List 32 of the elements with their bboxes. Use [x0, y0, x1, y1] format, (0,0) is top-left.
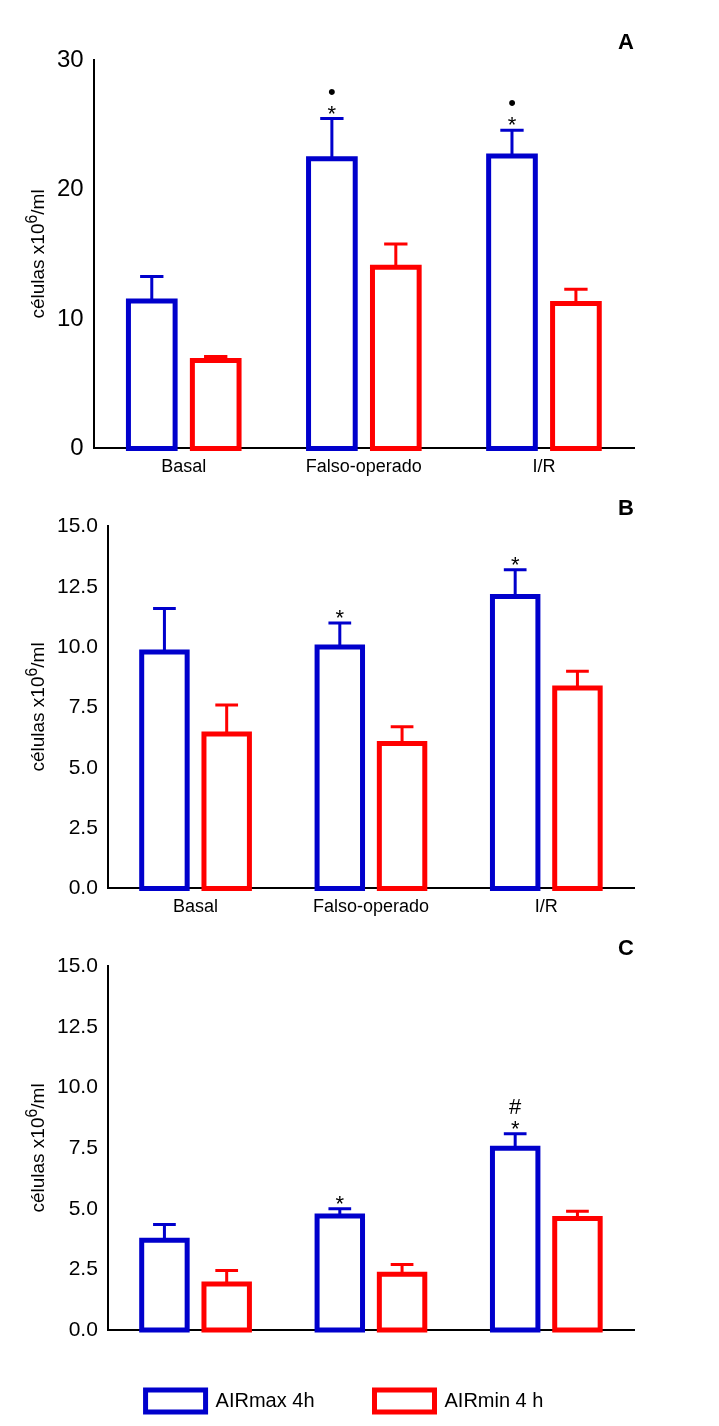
y-tick-label: 10 — [56, 303, 84, 331]
y-tick-label: 2.5 — [68, 814, 98, 838]
y-tick-label: 5.0 — [68, 1195, 98, 1219]
x-tick-label: Basal — [173, 896, 219, 917]
legend-label: AIRmax 4h — [215, 1388, 315, 1411]
annotation: * — [335, 1190, 345, 1216]
y-tick-label: 30 — [56, 45, 84, 73]
y-tick-label: 10.0 — [57, 1074, 98, 1098]
x-tick-label: Basal — [161, 456, 207, 477]
y-tick-label: 12.5 — [57, 1013, 98, 1037]
y-tick-label: 0.0 — [68, 875, 98, 899]
y-tick-label: 0.0 — [68, 1316, 98, 1340]
x-tick-label: I/R — [532, 456, 556, 477]
y-tick-label: 12.5 — [57, 573, 98, 597]
y-tick-label: 7.5 — [68, 694, 98, 718]
x-tick-label: Falso-operado — [305, 456, 422, 477]
legend-label: AIRmin 4 h — [444, 1388, 544, 1411]
y-tick-label: 7.5 — [68, 1135, 98, 1158]
y-tick-label: 5.0 — [68, 754, 98, 778]
chart-title: C — [618, 935, 635, 961]
chart-title: A — [618, 29, 635, 55]
annotation: * — [335, 604, 345, 630]
y-tick-label: 0 — [70, 433, 84, 461]
annotation: * — [510, 551, 520, 577]
y-tick-label: 20 — [56, 174, 84, 202]
x-tick-label: I/R — [534, 896, 558, 917]
x-tick-label: Falso-operado — [312, 896, 429, 917]
chart-title: B — [618, 495, 634, 521]
y-tick-label: 15.0 — [57, 953, 98, 977]
y-tick-label: 15.0 — [57, 513, 98, 537]
y-tick-label: 2.5 — [68, 1256, 98, 1280]
y-tick-label: 10.0 — [57, 633, 98, 657]
